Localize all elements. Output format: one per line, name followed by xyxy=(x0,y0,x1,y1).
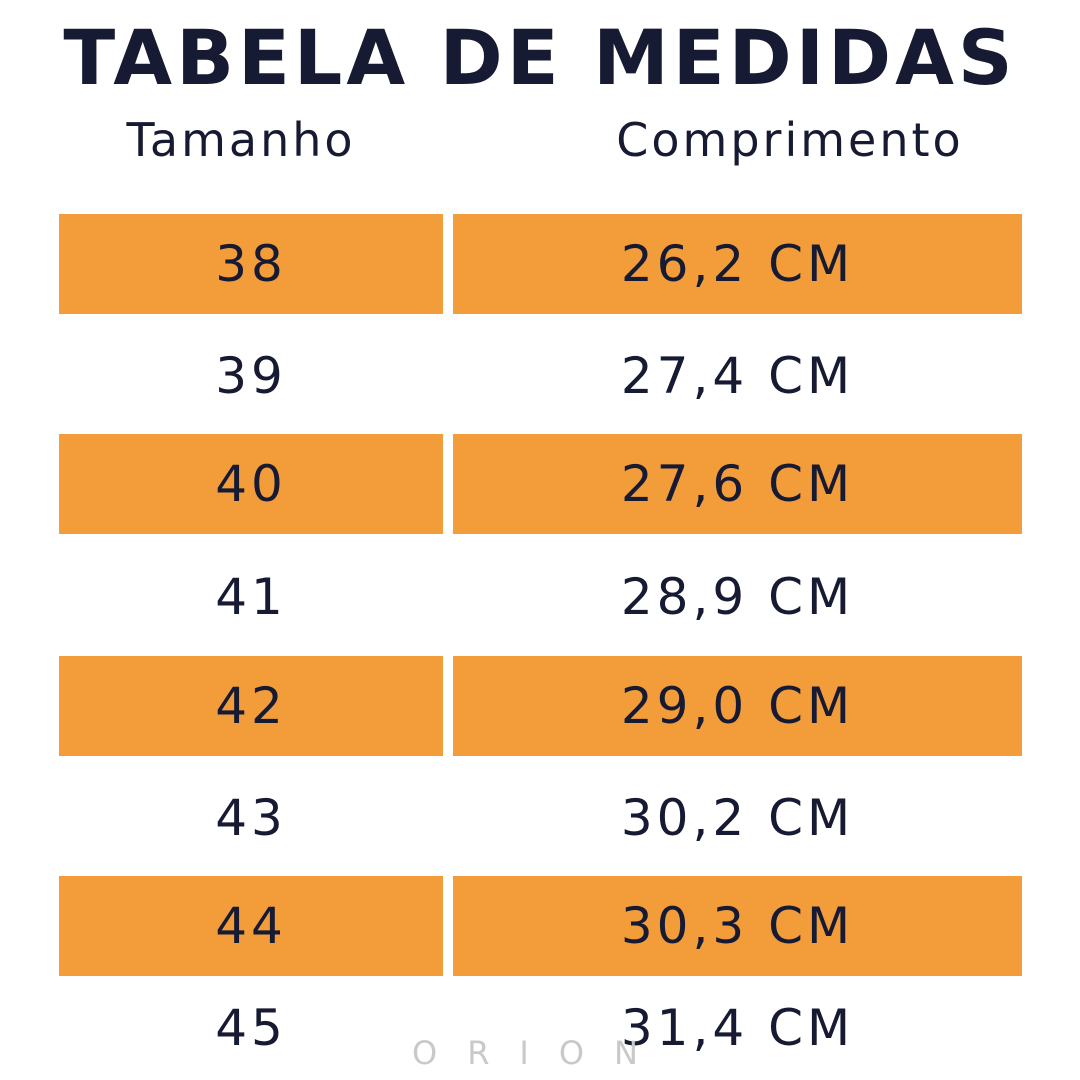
size-cell: 40 xyxy=(59,434,443,534)
table-row: 39 27,4 CM xyxy=(0,326,1080,426)
length-cell: 29,0 CM xyxy=(453,656,1022,756)
column-header-length: Comprimento xyxy=(616,113,964,167)
page-title: TABELA DE MEDIDAS xyxy=(63,13,1017,102)
size-cell: 39 xyxy=(215,347,287,405)
size-cell: 38 xyxy=(59,214,443,314)
table-row: 44 30,3 CM xyxy=(0,876,1080,976)
table-row: 38 26,2 CM xyxy=(0,214,1080,314)
table-row: 42 29,0 CM xyxy=(0,656,1080,756)
table-row: 45 31,4 CM xyxy=(0,978,1080,1078)
length-cell: 31,4 CM xyxy=(620,999,855,1057)
size-cell: 44 xyxy=(59,876,443,976)
length-cell: 28,9 CM xyxy=(620,568,855,626)
length-cell: 27,6 CM xyxy=(453,434,1022,534)
column-header-size: Tamanho xyxy=(126,113,356,167)
size-cell: 45 xyxy=(215,999,287,1057)
length-cell: 30,3 CM xyxy=(453,876,1022,976)
size-cell: 43 xyxy=(215,789,287,847)
table-row: 43 30,2 CM xyxy=(0,768,1080,868)
length-cell: 26,2 CM xyxy=(453,214,1022,314)
size-cell: 41 xyxy=(215,568,287,626)
brand-watermark: ORION xyxy=(412,1034,668,1072)
length-cell: 27,4 CM xyxy=(620,347,855,405)
table-row: 40 27,6 CM xyxy=(0,434,1080,534)
length-cell: 30,2 CM xyxy=(620,789,855,847)
table-row: 41 28,9 CM xyxy=(0,547,1080,647)
size-cell: 42 xyxy=(59,656,443,756)
